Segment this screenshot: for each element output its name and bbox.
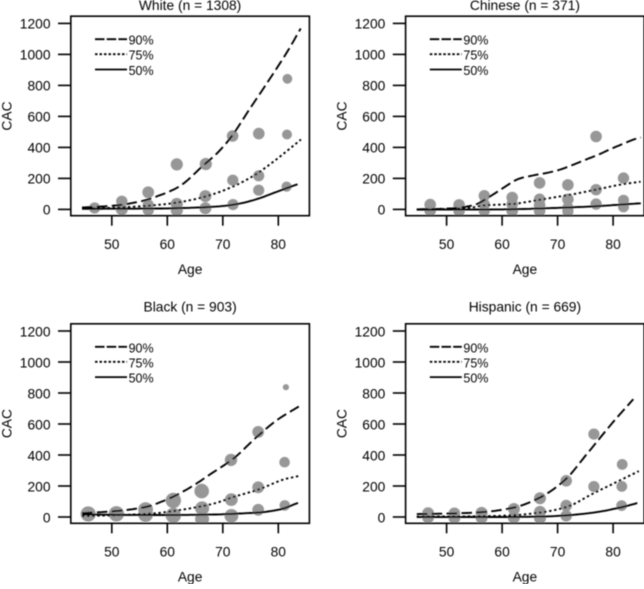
svg-text:50: 50 (439, 545, 455, 560)
svg-text:200: 200 (27, 172, 50, 187)
svg-text:White (n = 1308): White (n = 1308) (139, 0, 241, 13)
svg-text:CAC: CAC (0, 101, 15, 130)
svg-text:0: 0 (43, 510, 51, 525)
svg-text:400: 400 (27, 141, 50, 156)
svg-text:1200: 1200 (20, 324, 51, 339)
svg-text:50%: 50% (129, 372, 154, 386)
svg-text:50%: 50% (463, 64, 488, 78)
svg-text:90%: 90% (463, 34, 488, 48)
svg-text:200: 200 (27, 479, 50, 494)
svg-text:600: 600 (27, 417, 50, 432)
svg-text:0: 0 (43, 203, 51, 218)
svg-text:600: 600 (362, 110, 385, 125)
svg-text:Age: Age (513, 262, 538, 277)
svg-text:400: 400 (362, 141, 385, 156)
svg-text:800: 800 (27, 386, 50, 401)
svg-text:75%: 75% (463, 49, 488, 63)
svg-text:1000: 1000 (20, 48, 51, 63)
svg-text:80: 80 (271, 545, 287, 560)
svg-text:600: 600 (362, 417, 385, 432)
svg-text:90%: 90% (129, 34, 154, 48)
svg-text:600: 600 (27, 110, 50, 125)
svg-text:60: 60 (494, 237, 510, 252)
svg-text:90%: 90% (129, 341, 154, 355)
svg-text:1200: 1200 (355, 324, 386, 339)
svg-text:75%: 75% (129, 49, 154, 63)
svg-text:75%: 75% (463, 356, 488, 370)
svg-text:0: 0 (378, 203, 386, 218)
svg-text:75%: 75% (129, 356, 154, 370)
svg-text:Age: Age (178, 262, 203, 277)
svg-text:400: 400 (362, 448, 385, 463)
svg-text:CAC: CAC (334, 101, 349, 130)
svg-text:50: 50 (104, 545, 120, 560)
svg-text:Black (n = 903): Black (n = 903) (144, 300, 237, 315)
svg-text:50%: 50% (463, 372, 488, 386)
svg-text:50%: 50% (129, 64, 154, 78)
svg-text:Age: Age (178, 570, 203, 584)
svg-text:60: 60 (160, 237, 176, 252)
svg-text:200: 200 (362, 479, 385, 494)
svg-text:Age: Age (513, 570, 538, 584)
svg-text:50: 50 (439, 237, 455, 252)
svg-text:80: 80 (605, 237, 621, 252)
svg-text:1000: 1000 (355, 355, 386, 370)
svg-text:1000: 1000 (20, 355, 51, 370)
svg-text:CAC: CAC (0, 409, 15, 438)
svg-text:800: 800 (27, 79, 50, 94)
svg-text:70: 70 (550, 545, 566, 560)
svg-text:60: 60 (494, 545, 510, 560)
svg-text:Chinese (n = 371): Chinese (n = 371) (470, 0, 580, 13)
svg-text:80: 80 (271, 237, 287, 252)
svg-text:0: 0 (378, 510, 386, 525)
svg-text:70: 70 (550, 237, 566, 252)
svg-text:80: 80 (605, 545, 621, 560)
svg-text:70: 70 (215, 237, 231, 252)
svg-text:Hispanic (n = 669): Hispanic (n = 669) (469, 300, 581, 315)
svg-text:50: 50 (104, 237, 120, 252)
svg-text:400: 400 (27, 448, 50, 463)
svg-text:CAC: CAC (334, 409, 349, 438)
svg-text:800: 800 (362, 386, 385, 401)
svg-text:800: 800 (362, 79, 385, 94)
svg-text:60: 60 (160, 545, 176, 560)
svg-text:90%: 90% (463, 341, 488, 355)
svg-text:1200: 1200 (355, 17, 386, 32)
svg-text:200: 200 (362, 172, 385, 187)
svg-text:1000: 1000 (355, 48, 386, 63)
svg-text:70: 70 (215, 545, 231, 560)
svg-text:1200: 1200 (20, 17, 51, 32)
